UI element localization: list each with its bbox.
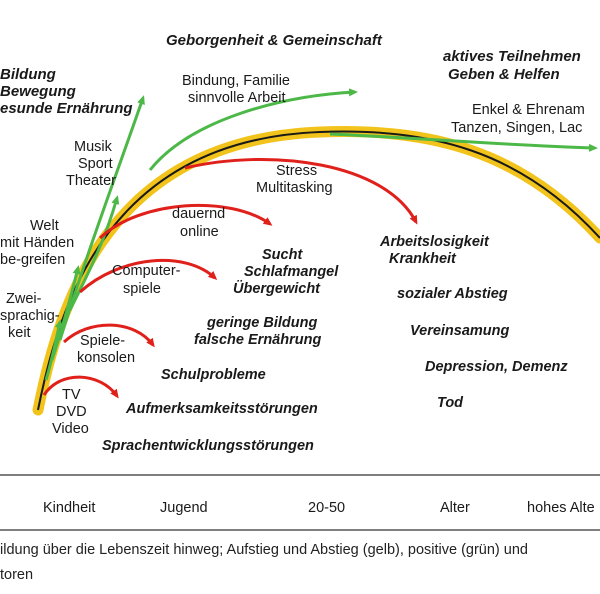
label-stress: Stress <box>276 163 318 179</box>
label-uebergewicht: Übergewicht <box>233 281 321 297</box>
label-gesunde-ernaehrung: esunde Ernährung <box>0 100 133 117</box>
label-begreifen: be-greifen <box>0 252 66 268</box>
red-arrow-computer <box>78 259 218 294</box>
label-sport: Sport <box>78 156 113 172</box>
label-theater: Theater <box>66 173 116 189</box>
label-mit-haenden: mit Händen <box>0 235 75 251</box>
label-tv: TV <box>62 387 81 403</box>
label-geborgenheit: Geborgenheit & Gemeinschaft <box>166 32 382 49</box>
label-schlafmangel: Schlafmangel <box>244 264 339 280</box>
label-computerspiele: spiele <box>123 281 161 297</box>
label-keit: keit <box>8 325 31 341</box>
label-online: online <box>180 224 219 240</box>
green-arrow-zwei <box>44 319 63 381</box>
label-tod: Tod <box>437 395 464 411</box>
label-multitasking: Multitasking <box>256 180 333 196</box>
axis-tick-hohes-alter: hohes Alte <box>527 500 595 516</box>
label-falsche-ernaehrung: falsche Ernährung <box>194 332 322 348</box>
axis-tick-alter: Alter <box>440 500 470 516</box>
red-arrow-stress-visible <box>184 157 418 225</box>
green-arrow-bindung <box>148 88 358 171</box>
label-vereinsamung: Vereinsamung <box>410 323 510 339</box>
label-geringe-bildung: geringe Bildung <box>207 315 318 331</box>
label-sinnvolle-arbeit: sinnvolle Arbeit <box>188 90 286 106</box>
label-spiele: Spiele- <box>80 333 126 349</box>
red-arrow-tv <box>42 375 119 399</box>
caption-line-2: toren <box>0 567 34 583</box>
label-dauernd: dauernd <box>172 206 226 222</box>
axis-tick-kindheit: Kindheit <box>43 500 96 516</box>
label-bindung-familie: Bindung, Familie <box>182 73 290 89</box>
label-video: Video <box>52 421 89 437</box>
green-arrow-musik <box>68 195 120 311</box>
label-sprachentwicklungsstoerungen: Sprachentwicklungsstörungen <box>102 438 314 454</box>
label-krankheit: Krankheit <box>389 251 456 267</box>
label-bildung: Bildung <box>0 66 56 83</box>
green-arrow-enkel <box>329 132 598 152</box>
label-aufmerksamkeitsstoerungen: Aufmerksamkeitsstörungen <box>126 401 318 417</box>
label-konsolen: konsolen <box>77 350 136 366</box>
label-sucht: Sucht <box>262 247 303 263</box>
red-arrow-spielekonsolen <box>62 323 155 348</box>
label-enkel-ehrenamt: Enkel & Ehrenam <box>472 102 585 118</box>
label-dvd: DVD <box>56 404 87 420</box>
axis-tick-jugend: Jugend <box>160 500 208 516</box>
label-sozialer-abstieg: sozialer Abstieg <box>397 286 508 302</box>
label-arbeitslosigkeit: Arbeitslosigkeit <box>380 234 489 250</box>
label-welt: Welt <box>30 218 59 234</box>
label-bewegung: Bewegung <box>0 83 76 100</box>
label-schulprobleme: Schulprobleme <box>161 367 266 383</box>
label-tanzen-singen: Tanzen, Singen, Lac <box>451 120 583 136</box>
label-aktives-teilnehmen: aktives Teilnehmen <box>443 48 581 65</box>
label-musik: Musik <box>74 139 112 155</box>
label-sprachig: sprachig- <box>0 308 60 324</box>
caption-line-1: ildung über die Lebenszeit hinweg; Aufst… <box>0 542 528 558</box>
label-zwei: Zwei- <box>6 291 42 307</box>
label-depression-demenz: Depression, Demenz <box>425 359 568 375</box>
red-arrow-online <box>98 203 273 240</box>
axis-tick-20-50: 20-50 <box>308 500 346 516</box>
label-computer: Computer- <box>112 263 181 279</box>
label-geben-helfen: Geben & Helfen <box>448 66 560 83</box>
